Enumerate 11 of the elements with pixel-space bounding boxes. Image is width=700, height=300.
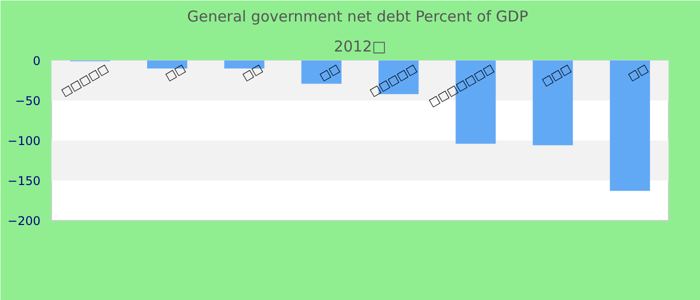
y-tick-label: −150 — [8, 174, 41, 188]
y-tick-label: −100 — [8, 134, 41, 148]
x-tick-label: □□ — [317, 62, 342, 84]
chart-subtitle: 2012□ — [334, 38, 386, 56]
chart-title: General government net debt Percent of GDP — [187, 8, 528, 26]
y-tick-label: −50 — [15, 94, 41, 108]
x-tick-label: □□ — [240, 62, 265, 84]
y-tick-label: 0 — [32, 54, 41, 68]
y-tick-label: −200 — [8, 214, 41, 228]
x-tick-label: □□ — [626, 62, 650, 84]
x-tick-label: □□ — [163, 62, 188, 84]
